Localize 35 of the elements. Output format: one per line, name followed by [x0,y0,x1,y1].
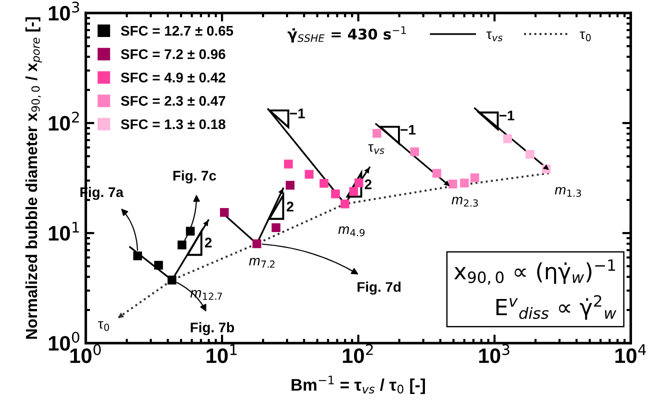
legend-label: SFC = 12.7 ± 0.65 [120,26,234,36]
annotation: γ̇$_{SSHE}$ = 430 s$^{−1}$ [288,26,406,42]
y-tick-label: 10$^{2}$ [48,112,79,131]
x-tick-label: 10$^{3}$ [479,344,510,364]
annotation: E$^{v}$$_{diss}$ ∝ γ̇$^{2}$$_{w}$ [496,295,616,320]
annotation: 2 [286,202,294,212]
annotation: 2 [364,179,372,190]
annotation: m$_{1.3}$ [554,186,581,197]
annotation: Fig. 7c [173,170,216,184]
x-tick-label: 10$^{0}$ [70,344,101,364]
y-tick-label: 10$^{1}$ [48,222,79,241]
y-axis-title: Normalized bubble diameter x$_{90,0}$ / x$_{pore}$ [-] [25,17,42,339]
annotation: τ$_{0}$ [98,321,110,331]
annotation: −1 [499,110,514,120]
y-tick-label: 10$^{3}$ [48,2,80,21]
x-tick-label: 10$^{4}$ [615,344,646,364]
annotation: −1 [290,108,305,118]
annotation: m$_{4.9}$ [338,226,365,236]
annotation: x$_{90,0}$ ∝ (ηγ̇$_{w}$)$^{−1}$ [454,259,616,285]
legend-label: SFC = 4.9 ± 0.42 [120,72,226,82]
x-tick-label: 10$^{2}$ [342,344,373,364]
x-axis-title: Bm$^{−1}$ = τ$_{vs}$ / τ$_{0}$ [-] [292,376,425,394]
annotation: m$_{7.2}$ [249,258,274,268]
x-tick-label: 10$^{1}$ [206,344,237,364]
legend-label: τ$_{0}$ [580,32,591,42]
annotation: −1 [400,124,416,135]
annotation: Fig. 7d [358,282,401,295]
annotation: m$_{2.3}$ [452,196,478,207]
legend-label: SFC = 7.2 ± 0.96 [120,49,226,60]
annotation: Fig. 7b [190,322,234,336]
annotation: 2 [204,238,212,248]
annotation: τ$_{vs}$ [368,144,384,154]
legend-label: τ$_{vs}$ [486,32,503,42]
legend-label: SFC = 2.3 ± 0.47 [120,96,226,106]
legend-label: SFC = 1.3 ± 0.18 [120,119,226,130]
